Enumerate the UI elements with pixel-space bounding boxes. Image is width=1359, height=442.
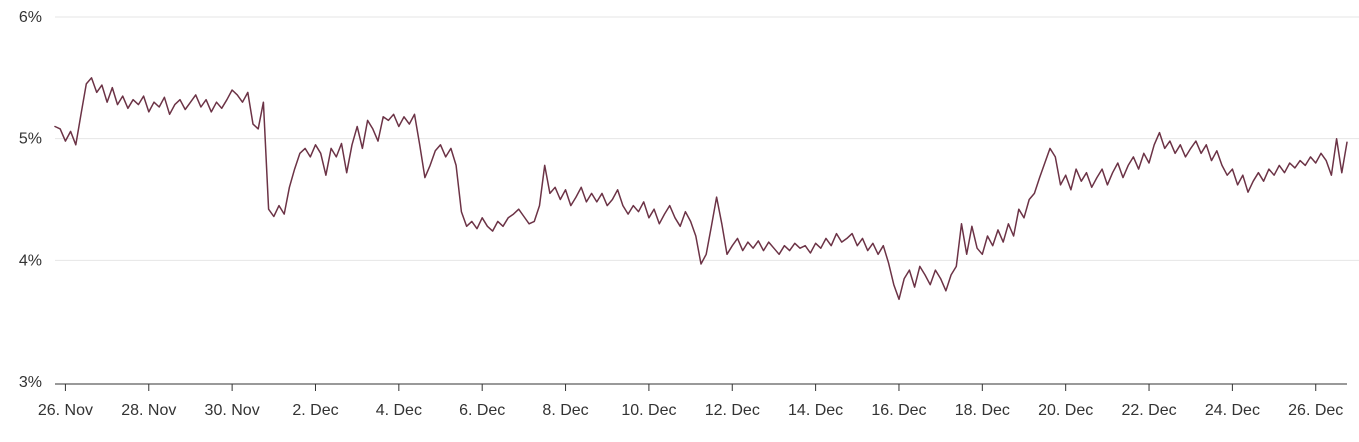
y-axis-label: 3% [19,374,42,391]
x-axis-label: 20. Dec [1038,402,1093,419]
x-axis: 26. Nov 28. Nov 30. Nov 2. Dec 4. Dec 6. Dec 8… [38,383,1347,419]
x-axis-label: 28. Nov [121,402,176,419]
y-axis-label: 6% [19,9,42,26]
x-axis-label: 2. Dec [292,402,338,419]
x-axis-label: 14. Dec [788,402,843,419]
series-line [54,77,1348,301]
y-axis-labels: 3% 4% 5% 6% [19,9,42,391]
x-axis-label: 4. Dec [376,402,422,419]
x-axis-label: 6. Dec [459,402,505,419]
x-axis-label: 12. Dec [705,402,760,419]
x-axis-label: 26. Nov [38,402,93,419]
x-axis-label: 22. Dec [1121,402,1176,419]
gridlines [55,16,1359,261]
x-axis-label: 26. Dec [1288,402,1343,419]
x-axis-label: 16. Dec [871,402,926,419]
x-axis-label: 18. Dec [955,402,1010,419]
x-axis-label: 24. Dec [1205,402,1260,419]
y-axis-label: 4% [19,252,42,269]
x-axis-label: 30. Nov [205,402,260,419]
x-axis-label: 10. Dec [621,402,676,419]
x-axis-label: 8. Dec [542,402,588,419]
series-line-path [54,77,1348,301]
y-axis-label: 5% [19,131,42,148]
